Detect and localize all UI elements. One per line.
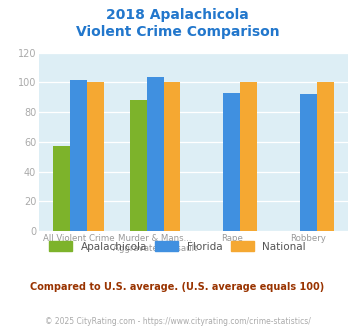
Bar <box>317 82 334 231</box>
Text: 2018 Apalachicola: 2018 Apalachicola <box>106 8 249 22</box>
Bar <box>240 82 257 231</box>
Bar <box>223 93 240 231</box>
Bar <box>164 82 180 231</box>
Bar <box>87 82 104 231</box>
Bar <box>53 146 70 231</box>
Bar <box>70 80 87 231</box>
Bar <box>147 77 164 231</box>
Legend: Apalachicola, Florida, National: Apalachicola, Florida, National <box>49 241 306 252</box>
Bar <box>300 94 317 231</box>
Text: © 2025 CityRating.com - https://www.cityrating.com/crime-statistics/: © 2025 CityRating.com - https://www.city… <box>45 317 310 326</box>
Bar <box>130 100 147 231</box>
Text: Compared to U.S. average. (U.S. average equals 100): Compared to U.S. average. (U.S. average … <box>31 282 324 292</box>
Text: Violent Crime Comparison: Violent Crime Comparison <box>76 25 279 39</box>
